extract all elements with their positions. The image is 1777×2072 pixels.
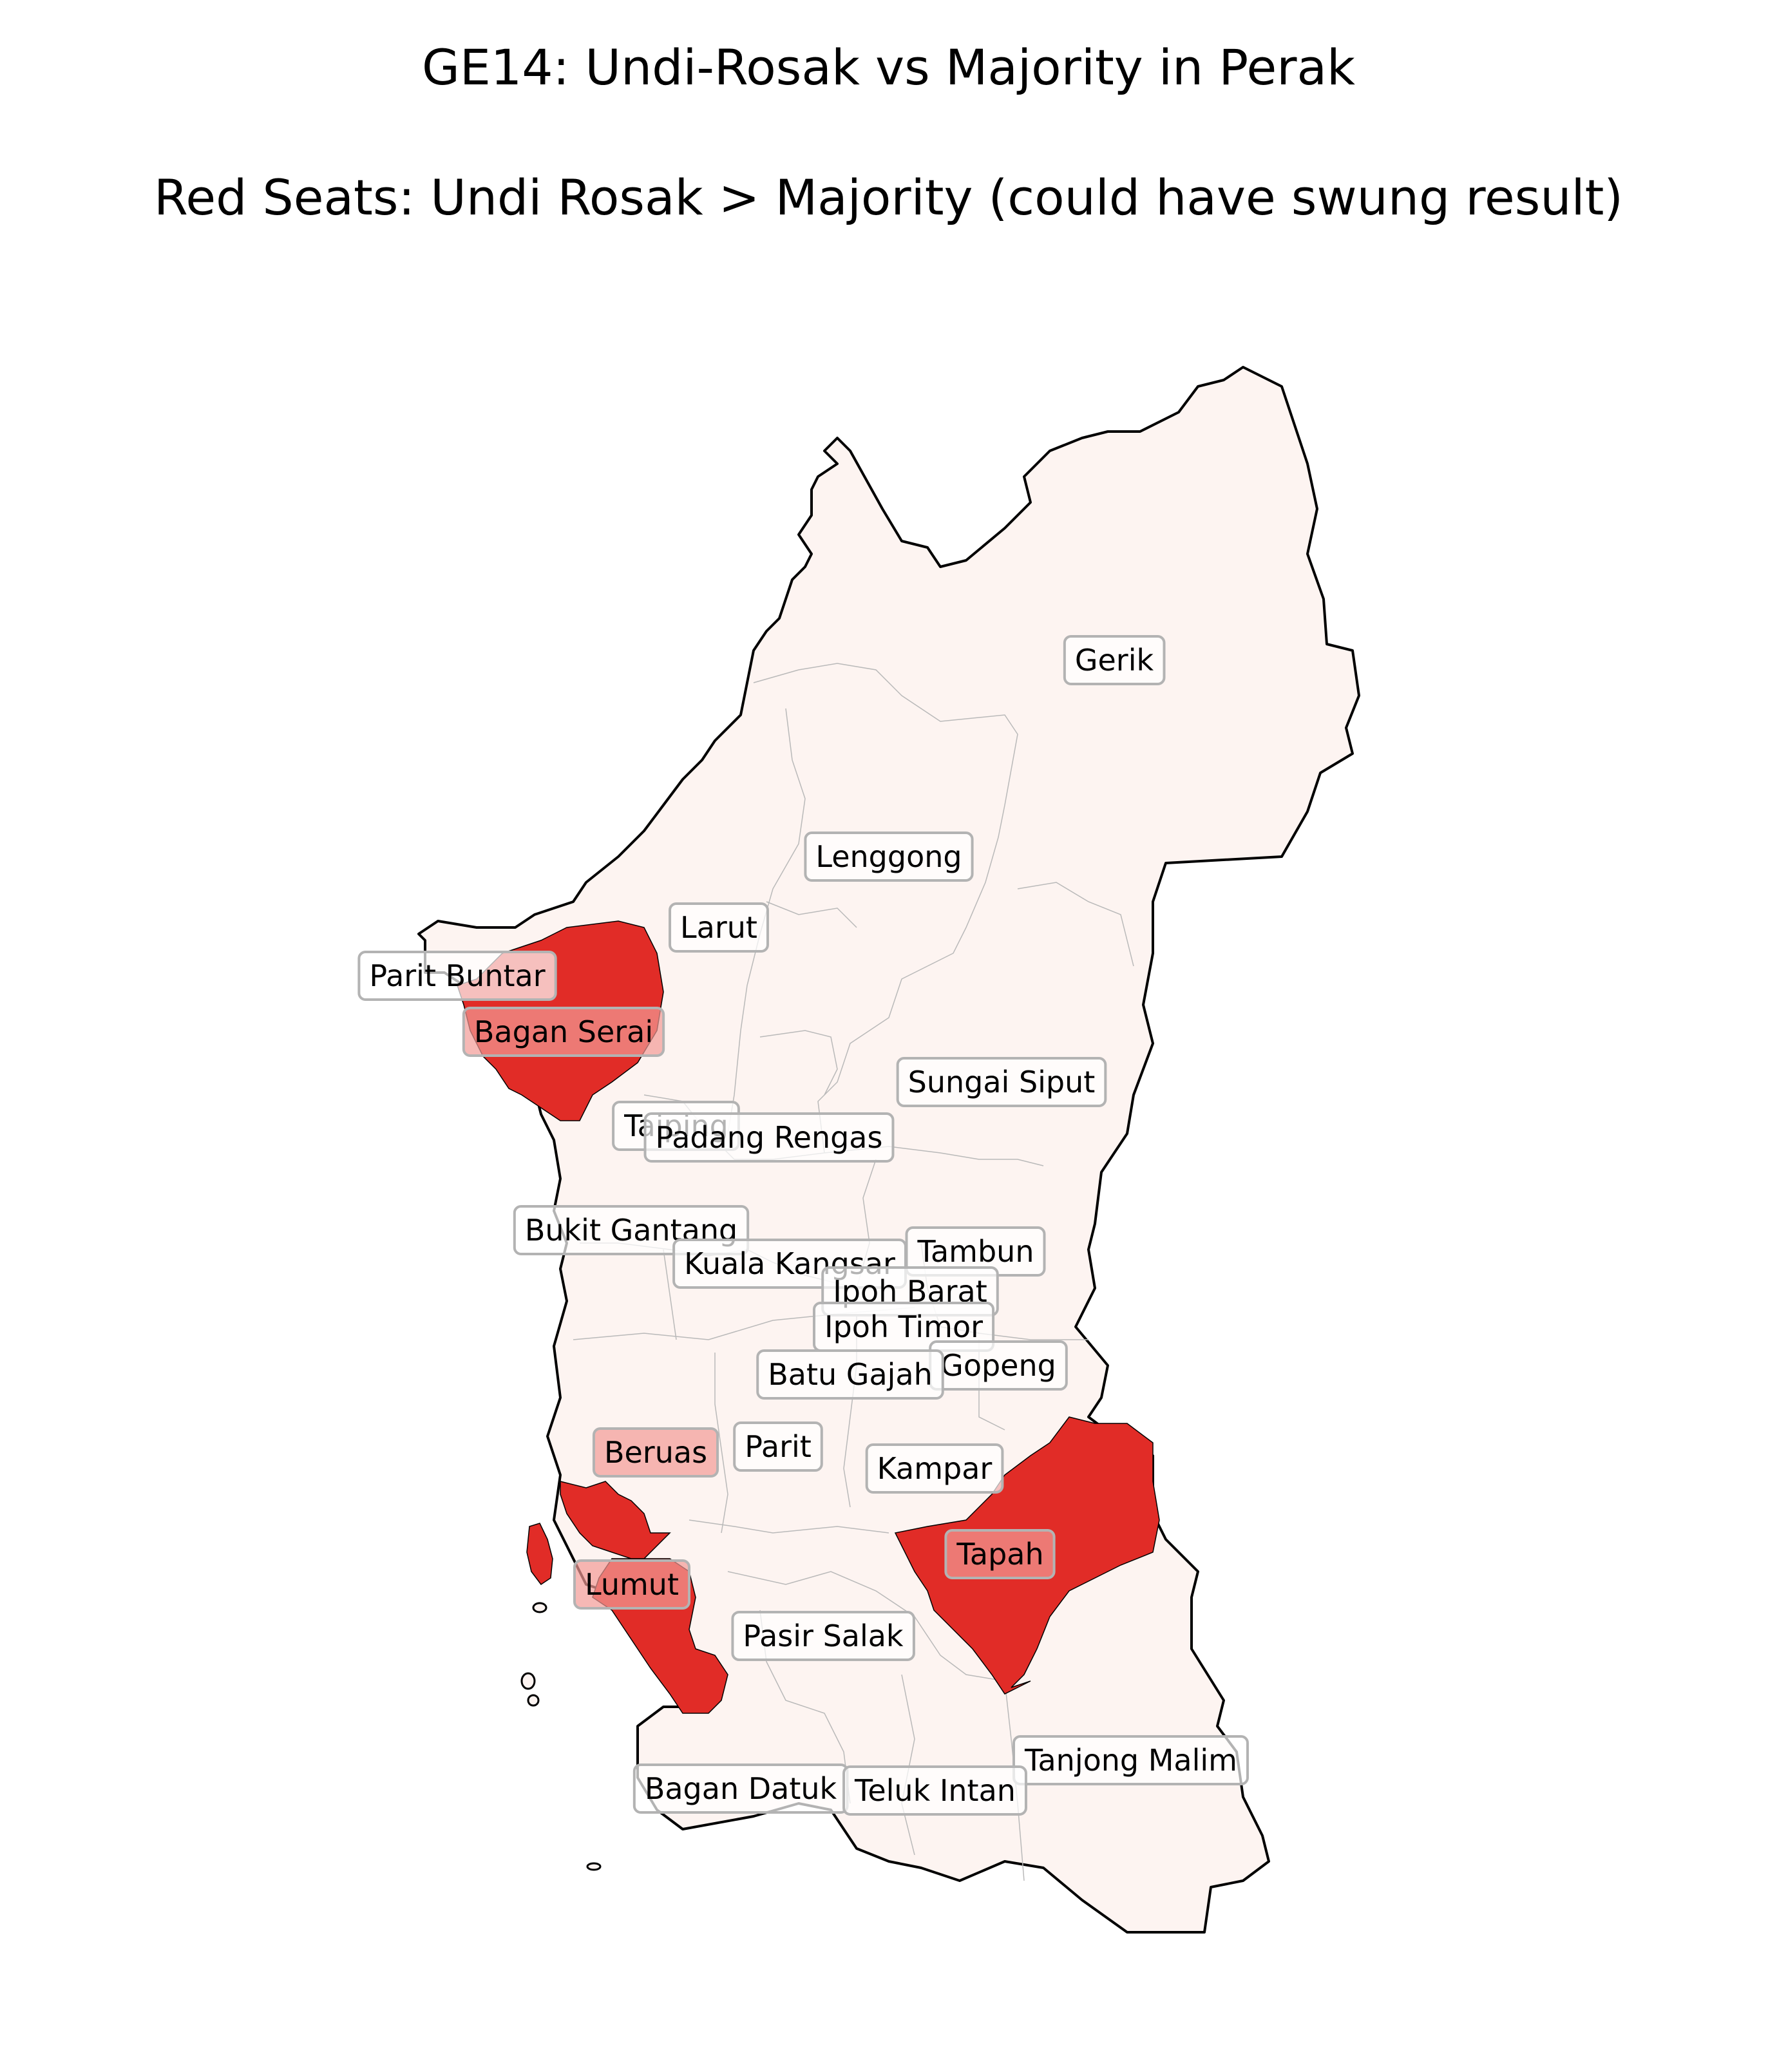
- label-box: [731, 1611, 915, 1661]
- label-tanjong-malim: Tanjong Malim: [1012, 1735, 1249, 1785]
- label-box: [1012, 1735, 1249, 1785]
- label-teluk-intan: Teluk Intan: [842, 1765, 1027, 1816]
- label-box: [804, 832, 974, 882]
- label-box: [733, 1421, 823, 1472]
- label-kampar: Kampar: [865, 1443, 1004, 1494]
- label-box: [1063, 635, 1166, 685]
- label-box: [669, 902, 769, 953]
- island: [586, 1862, 602, 1871]
- constituency-label: Gopeng: [940, 1348, 1056, 1383]
- island: [520, 1672, 536, 1690]
- constituency-label: Bagan Datuk: [645, 1771, 837, 1806]
- label-lenggong: Lenggong: [804, 832, 974, 882]
- label-box: [944, 1529, 1056, 1579]
- label-parit-buntar: Parit Buntar: [357, 951, 557, 1001]
- label-batu-gajah: Batu Gajah: [756, 1349, 944, 1400]
- label-larut: Larut: [669, 902, 769, 953]
- label-bagan-datuk: Bagan Datuk: [632, 1763, 849, 1814]
- island: [527, 1694, 540, 1707]
- constituency-label: Parit: [745, 1429, 812, 1464]
- constituency-label: Tapah: [956, 1537, 1043, 1572]
- constituency-label: Padang Rengas: [656, 1120, 883, 1155]
- constituency-label: Gerik: [1075, 643, 1154, 678]
- label-sungai-siput: Sungai Siput: [896, 1057, 1107, 1107]
- label-box: [896, 1057, 1107, 1107]
- label-box: [573, 1559, 690, 1610]
- constituency-label: Kampar: [877, 1451, 993, 1486]
- constituency-label: Tanjong Malim: [1024, 1743, 1237, 1778]
- map-subtitle: Red Seats: Undi Rosak > Majority (could …: [153, 169, 1624, 226]
- label-gopeng: Gopeng: [929, 1340, 1068, 1391]
- label-parit: Parit: [733, 1421, 823, 1472]
- label-beruas: Beruas: [592, 1427, 719, 1478]
- constituency-label: Larut: [680, 910, 757, 945]
- label-lumut: Lumut: [573, 1559, 690, 1610]
- constituency-label: Bagan Serai: [474, 1014, 653, 1049]
- label-gerik: Gerik: [1063, 635, 1166, 685]
- island: [532, 1602, 547, 1613]
- label-box: [756, 1349, 944, 1400]
- constituency-label: Beruas: [604, 1435, 707, 1470]
- label-pasir-salak: Pasir Salak: [731, 1611, 915, 1661]
- label-box: [842, 1765, 1027, 1816]
- label-box: [357, 951, 557, 1001]
- label-box: [865, 1443, 1004, 1494]
- label-padang-rengas: Padang Rengas: [643, 1112, 895, 1163]
- constituency-label: Tambun: [917, 1234, 1034, 1269]
- label-tapah: Tapah: [944, 1529, 1056, 1579]
- constituency-label: Pasir Salak: [743, 1619, 903, 1653]
- constituency-label: Batu Gajah: [768, 1357, 933, 1392]
- constituency-label: Lenggong: [815, 839, 962, 874]
- label-box: [462, 1007, 665, 1057]
- constituency-label: Parit Buntar: [369, 958, 545, 993]
- label-ipoh-timor: Ipoh Timor: [812, 1302, 995, 1352]
- constituency-labels: Gerik Lenggong Larut Parit Buntar Bagan Sera…: [357, 635, 1249, 1816]
- constituency-label: Lumut: [585, 1567, 679, 1602]
- constituency-lumut-island[interactable]: [526, 1523, 553, 1586]
- label-tambun: Tambun: [905, 1226, 1046, 1277]
- constituency-label: Ipoh Timor: [824, 1309, 983, 1344]
- label-box: [643, 1112, 895, 1163]
- constituency-label: Sungai Siput: [908, 1065, 1096, 1099]
- constituency-beruas[interactable]: [560, 1481, 671, 1559]
- constituency-label: Teluk Intan: [854, 1773, 1016, 1808]
- label-bagan-serai: Bagan Serai: [462, 1007, 665, 1057]
- map-title: GE14: Undi-Rosak vs Majority in Perak: [421, 39, 1356, 96]
- label-box: [592, 1427, 719, 1478]
